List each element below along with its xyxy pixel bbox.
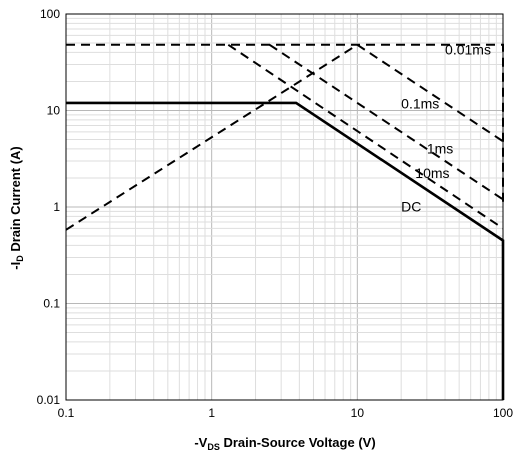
y-axis-title: -ID Drain Current (A) <box>8 146 25 270</box>
plot-frame <box>65 13 504 401</box>
series-line-10ms <box>227 43 504 230</box>
curve-label: 1ms <box>427 140 453 156</box>
series-line-diagonal-limit <box>65 43 358 231</box>
x-tick-label: 0.1 <box>58 406 75 420</box>
y-tick-label: 0.01 <box>37 393 61 407</box>
y-tick-label: 1 <box>53 200 60 214</box>
y-tick-label: 10 <box>47 104 61 118</box>
curve-label: 10ms <box>415 165 449 181</box>
y-tick-labels: 0.01 0.1 1 10 100 <box>37 7 61 407</box>
y-tick-label: 0.1 <box>43 297 60 311</box>
series-line-1ms <box>269 43 504 201</box>
curve-label: 0.01ms <box>445 42 491 58</box>
curve-label: DC <box>401 198 421 214</box>
y-tick-label: 100 <box>40 7 60 21</box>
x-tick-label: 10 <box>351 406 365 420</box>
x-tick-labels: 0.1 1 10 100 <box>58 406 514 420</box>
annotations: 0.01ms 0.1ms 1ms 10ms DC <box>401 42 491 215</box>
curve-label: 0.1ms <box>401 95 439 111</box>
x-axis-title: -VDS Drain-Source Voltage (V) <box>194 435 375 452</box>
grid <box>66 14 503 400</box>
x-tick-label: 1 <box>208 406 215 420</box>
x-tick-label: 100 <box>493 406 513 420</box>
